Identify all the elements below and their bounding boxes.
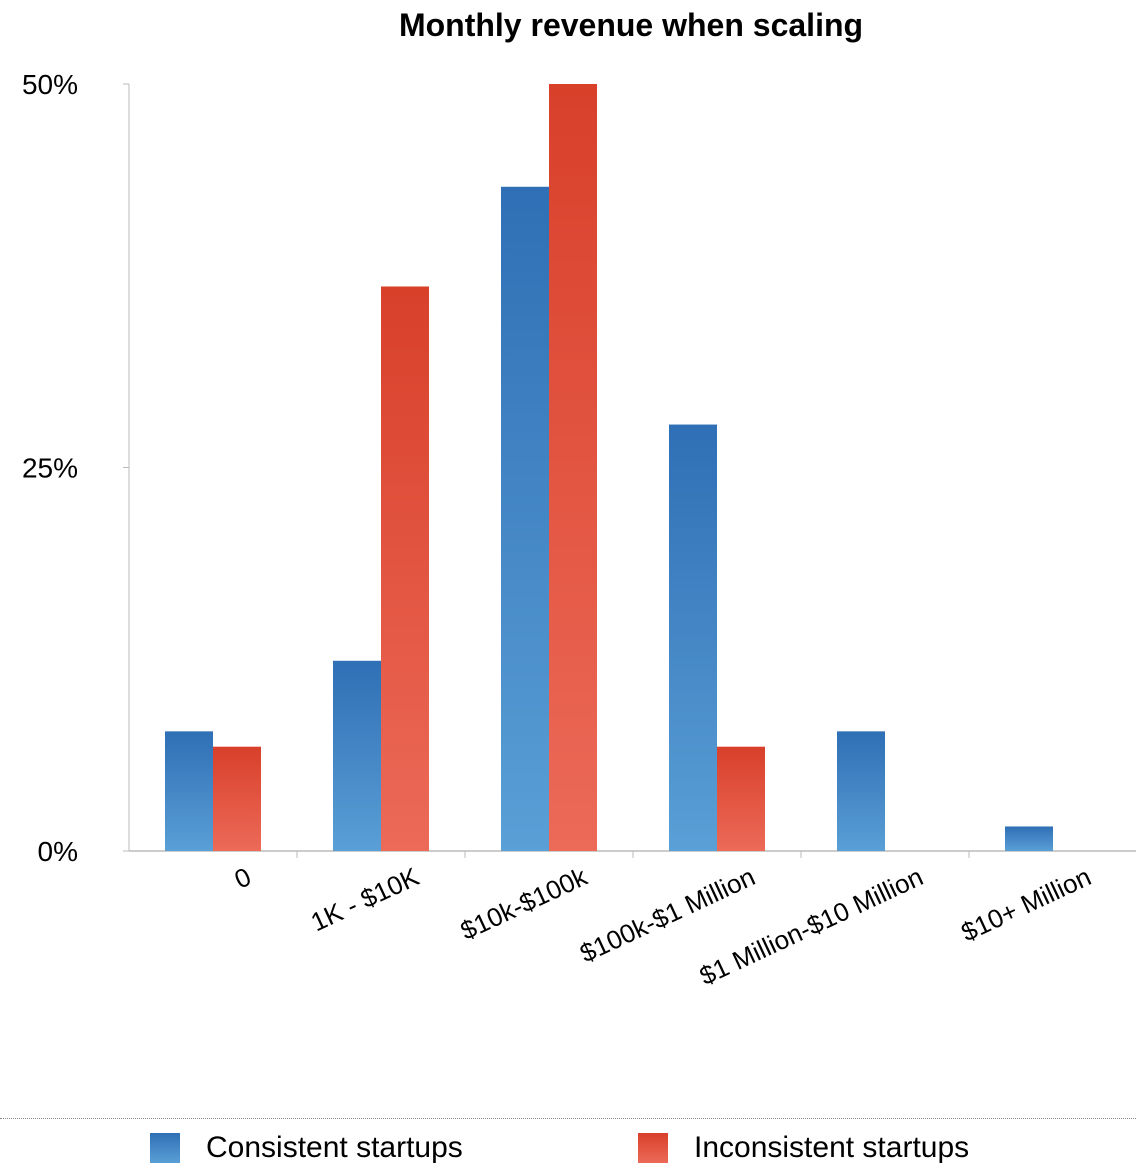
bar-consistent-2 <box>501 186 549 851</box>
legend-label-consistent: Consistent startups <box>206 1131 463 1164</box>
chart-title: Monthly revenue when scaling <box>399 7 863 43</box>
bar-consistent-4 <box>837 731 885 851</box>
legend-label-inconsistent: Inconsistent startups <box>694 1131 970 1164</box>
y-tick-label: 0% <box>38 836 78 867</box>
bar-inconsistent-2 <box>549 84 597 851</box>
bar-consistent-0 <box>165 731 213 851</box>
bar-inconsistent-3 <box>717 746 765 851</box>
legend-swatch-consistent <box>150 1133 180 1163</box>
legend-swatch-inconsistent <box>638 1133 668 1163</box>
legend: Consistent startups Inconsistent startup… <box>0 1118 1136 1165</box>
legend-item-consistent: Consistent startups <box>150 1131 463 1165</box>
axes: 0% 25% 50% <box>22 69 1136 867</box>
bar-consistent-1 <box>333 660 381 851</box>
bar-consistent-3 <box>669 424 717 851</box>
bar-inconsistent-1 <box>381 286 429 851</box>
legend-item-inconsistent: Inconsistent startups <box>638 1131 969 1165</box>
x-tick-label: 0 <box>230 861 256 894</box>
y-tick-label: 25% <box>22 453 78 484</box>
bar-consistent-5 <box>1005 826 1053 851</box>
x-tick-label: $10+ Million <box>956 861 1095 947</box>
bar-chart: Monthly revenue when scaling 0% 25% 50% 0 1… <box>22 7 1136 991</box>
x-tick-labels: 0 1K - $10K $10k-$100k$100k-$1 Million$1 M… <box>230 861 1096 991</box>
y-tick-label: 50% <box>22 69 78 100</box>
bars <box>165 84 1053 851</box>
bar-inconsistent-0 <box>213 746 261 851</box>
x-tick-label: 1K - $10K <box>306 861 424 937</box>
x-tick-label: $10k-$100k <box>456 861 593 946</box>
